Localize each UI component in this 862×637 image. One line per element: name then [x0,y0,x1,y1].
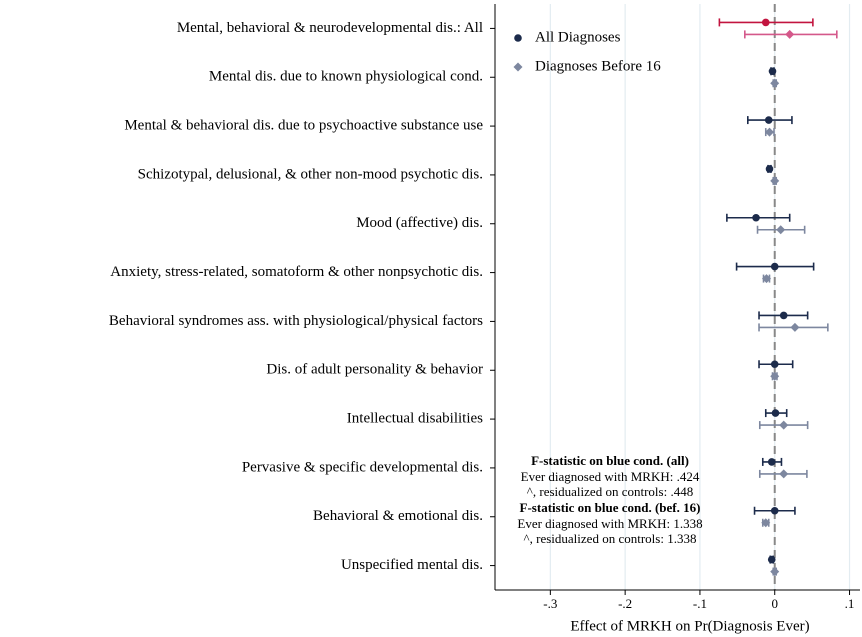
point [776,225,786,235]
y-tick-label: Schizotypal, delusional, & other non-moo… [138,166,483,182]
x-tick-label: -.2 [618,596,632,611]
point [767,458,776,466]
point [790,322,800,332]
y-tick-label: Unspecified mental dis. [341,557,483,573]
point [770,371,780,381]
point [779,311,788,320]
point [761,518,771,528]
annotation-line: ^, residualized on controls: 1.338 [524,531,697,546]
point [770,78,780,88]
y-tick-label: Mental, behavioral & neurodevelopmental … [177,20,483,36]
annotation-line: Ever diagnosed with MRKH: .424 [521,469,700,484]
x-tick-label: .1 [845,596,855,611]
x-axis-label: Effect of MRKH on Pr(Diagnosis Ever) [570,618,809,634]
annotation-line: Ever diagnosed with MRKH: 1.338 [517,516,702,531]
x-tick-label: -.3 [543,596,557,611]
point [785,29,795,39]
point [768,67,777,76]
point [752,213,760,222]
legend-symbol [514,34,522,42]
point [765,165,774,173]
point [764,116,773,124]
legend-label: Diagnoses Before 16 [535,58,661,74]
x-tick-label: 0 [771,596,778,611]
point [771,409,780,417]
y-tick-label: Mood (affective) dis. [356,215,483,231]
y-tick-label: Anxiety, stress-related, somatoform & ot… [110,264,483,280]
point [764,127,774,137]
y-tick-label: Mental dis. due to known physiological c… [209,69,483,85]
point [779,469,789,479]
y-tick-label: Dis. of adult personality & behavior [266,362,483,378]
point [770,360,779,369]
point [770,567,780,577]
point [761,18,770,27]
y-tick-label: Behavioral & emotional dis. [313,508,483,524]
point [770,176,780,186]
x-tick-label: -.1 [693,596,707,611]
annotation-heading: F-statistic on blue cond. (all) [531,453,689,468]
y-tick-label: Intellectual disabilities [347,411,483,427]
annotation-line: ^, residualized on controls: .448 [527,484,693,499]
point [767,555,776,564]
legend-symbol [513,62,523,72]
y-tick-label: Pervasive & specific developmental dis. [242,459,483,475]
y-tick-label: Mental & behavioral dis. due to psychoac… [124,118,483,134]
point [770,506,779,515]
y-tick-label: Behavioral syndromes ass. with physiolog… [109,313,483,329]
annotation-heading: F-statistic on blue cond. (bef. 16) [520,500,701,515]
point [762,274,772,284]
legend-label: All Diagnoses [535,29,621,45]
point [779,420,789,430]
point [770,262,779,271]
